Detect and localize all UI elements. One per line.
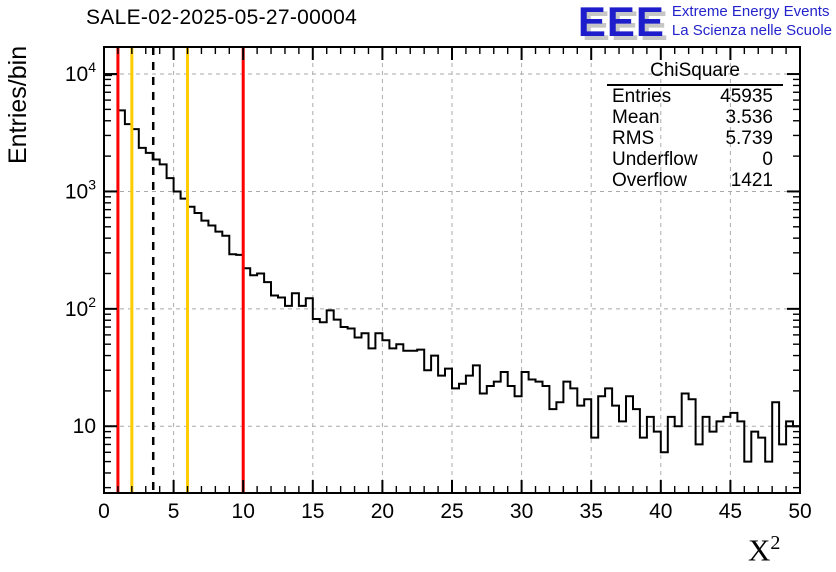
stats-value: 5.739: [725, 128, 773, 149]
stats-value: 1421: [730, 170, 773, 191]
stats-row-rms: RMS 5.739: [607, 128, 783, 149]
eee-logo-line2: La Scienza nelle Scuole: [671, 22, 832, 39]
x-axis-title: X2: [748, 532, 780, 568]
stats-label: Entries: [612, 86, 672, 107]
y-tick-label: 102: [65, 294, 96, 321]
stats-row-underflow: Underflow 0: [607, 149, 783, 170]
stats-value: 3.536: [725, 107, 773, 128]
stats-value: 45935: [720, 86, 773, 107]
y-tick-labels: 10 102 103 104: [65, 59, 96, 438]
stats-row-mean: Mean 3.536: [607, 107, 783, 128]
x-tick-label: 50: [788, 500, 811, 523]
eee-logo-line1: Extreme Energy Events: [671, 3, 830, 21]
x-tick-label: 40: [649, 500, 672, 523]
stats-box: ChiSquare Entries 45935 Mean 3.536 RMS 5…: [607, 60, 783, 191]
y-tick-label: 10: [73, 415, 96, 438]
eee-logo-text: Extreme Energy Events La Scienza nelle S…: [672, 3, 832, 41]
stats-value: 0: [762, 149, 773, 170]
x-tick-label: 5: [168, 500, 180, 523]
x-tick-labels: 0 5 10 15 20 25 30 35 40 45 50: [98, 500, 812, 523]
x-tick-label: 35: [580, 500, 603, 523]
x-axis-title-base: X: [748, 532, 771, 568]
stats-row-entries: Entries 45935: [607, 86, 783, 107]
eee-logo-acronym: EEE: [577, 0, 665, 45]
stats-label: Overflow: [612, 170, 687, 191]
stats-box-title: ChiSquare: [607, 60, 783, 86]
x-tick-label: 15: [301, 500, 324, 523]
stats-label: Underflow: [612, 149, 698, 170]
page-title: SALE-02-2025-05-27-00004: [86, 6, 358, 29]
ticks-layer: [103, 47, 801, 493]
y-tick-label: 103: [65, 176, 96, 203]
x-axis-title-exponent: 2: [770, 532, 781, 554]
stats-label: Mean: [612, 107, 660, 128]
x-tick-label: 30: [510, 500, 533, 523]
plot-frame: [103, 46, 801, 494]
x-tick-label: 45: [719, 500, 742, 523]
histogram-path: [104, 73, 800, 463]
stats-label: RMS: [612, 128, 655, 149]
x-tick-label: 0: [98, 500, 110, 523]
stats-row-overflow: Overflow 1421: [607, 170, 783, 191]
y-axis-title: Entries/bin: [4, 45, 32, 164]
marker-lines-layer: [116, 47, 245, 493]
x-tick-label: 20: [371, 500, 394, 523]
x-tick-label: 25: [440, 500, 463, 523]
x-tick-label: 10: [232, 500, 255, 523]
y-tick-label: 104: [65, 59, 96, 86]
eee-logo: EEE Extreme Energy Events La Scienza nel…: [578, 0, 832, 44]
